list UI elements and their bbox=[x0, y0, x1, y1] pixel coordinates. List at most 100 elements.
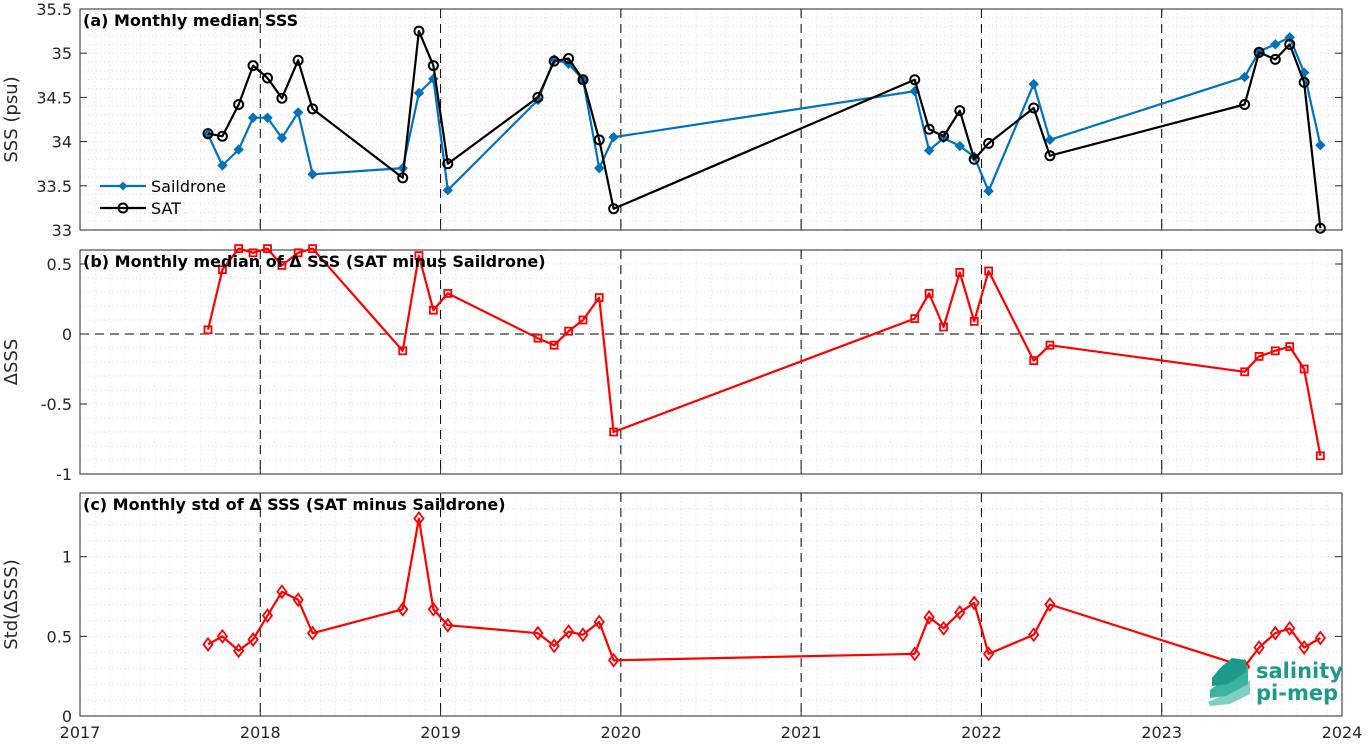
data-point bbox=[292, 107, 304, 118]
data-point bbox=[1315, 139, 1326, 151]
data-point bbox=[909, 646, 921, 662]
data-point bbox=[1298, 76, 1310, 88]
data-point bbox=[1044, 134, 1056, 146]
data-point bbox=[1315, 451, 1325, 461]
y-tick-label: 0.5 bbox=[47, 255, 72, 274]
data-point bbox=[247, 632, 259, 648]
y-tick-label: 34 bbox=[52, 133, 72, 152]
y-tick-label: -0.5 bbox=[41, 395, 72, 414]
panel-title: (b) Monthly median of Δ SSS (SAT minus S… bbox=[83, 252, 546, 271]
data-point bbox=[427, 60, 439, 72]
data-point bbox=[233, 643, 245, 659]
data-point bbox=[1298, 640, 1310, 656]
x-tick-label: 2020 bbox=[600, 723, 641, 742]
data-point bbox=[1314, 630, 1326, 646]
data-point bbox=[1028, 78, 1039, 90]
data-point bbox=[1253, 46, 1265, 58]
x-tick-label: 2023 bbox=[1141, 723, 1182, 742]
data-point bbox=[1044, 597, 1056, 612]
y-tick-label: 1 bbox=[62, 548, 72, 567]
x-tick-label: 2017 bbox=[60, 723, 101, 742]
data-point bbox=[277, 260, 287, 270]
data-point bbox=[1284, 38, 1296, 50]
axes-box bbox=[79, 8, 1343, 231]
legend-label: Saildrone bbox=[151, 177, 226, 196]
y-tick-label: 0 bbox=[62, 707, 72, 726]
data-point bbox=[1314, 222, 1326, 234]
x-tick-label: 2021 bbox=[781, 723, 822, 742]
data-point bbox=[306, 625, 319, 641]
data-point bbox=[1270, 39, 1281, 50]
data-point bbox=[938, 130, 950, 142]
data-point bbox=[608, 652, 620, 668]
data-point bbox=[532, 625, 544, 641]
data-point bbox=[443, 288, 453, 298]
x-tick-label: 2018 bbox=[240, 723, 281, 742]
data-point bbox=[593, 134, 605, 146]
panel-title: (a) Monthly median SSS bbox=[83, 11, 298, 30]
data-point bbox=[533, 333, 543, 343]
data-point bbox=[609, 427, 619, 437]
data-point bbox=[955, 267, 965, 277]
data-point bbox=[442, 158, 454, 170]
data-point bbox=[954, 140, 966, 152]
axes-box bbox=[79, 249, 1343, 475]
data-point bbox=[608, 131, 619, 143]
data-point bbox=[1029, 356, 1039, 366]
data-point bbox=[549, 340, 559, 350]
legend-label: SAT bbox=[151, 199, 181, 218]
data-point bbox=[413, 87, 425, 99]
logo-line-1: salinity bbox=[1256, 659, 1343, 683]
data-point bbox=[247, 112, 259, 123]
data-point bbox=[307, 169, 318, 180]
data-point bbox=[261, 608, 274, 624]
data-point bbox=[292, 592, 304, 608]
x-tick-label: 2024 bbox=[1322, 723, 1363, 742]
logo-line-2: pi-mep bbox=[1256, 681, 1338, 705]
data-point bbox=[442, 617, 454, 633]
data-point bbox=[577, 627, 589, 643]
y-axis-label: SSS (psu) bbox=[1, 76, 22, 162]
data-point bbox=[216, 130, 228, 142]
x-tick-label: 2019 bbox=[420, 723, 461, 742]
data-point bbox=[909, 74, 921, 86]
y-tick-label: -1 bbox=[56, 465, 72, 484]
panel-a-sss: 33 33.5 34 34.5 35 35.5 SSS (psu) (a) Monthly m… bbox=[1, 0, 1343, 240]
y-tick-label: 35.5 bbox=[36, 0, 72, 19]
data-point bbox=[397, 172, 409, 184]
data-point bbox=[969, 316, 979, 326]
data-point bbox=[1028, 627, 1040, 643]
legend-marker bbox=[118, 181, 128, 191]
data-point bbox=[1240, 367, 1250, 377]
data-point bbox=[562, 624, 575, 640]
y-axis-label: ΔSSS bbox=[1, 339, 22, 386]
data-point bbox=[937, 620, 950, 636]
data-point bbox=[1269, 53, 1281, 65]
legend-marker bbox=[117, 202, 129, 214]
data-point bbox=[217, 160, 228, 171]
y-tick-label: 0.5 bbox=[47, 627, 72, 646]
data-point bbox=[247, 60, 259, 72]
data-point bbox=[968, 595, 980, 611]
y-tick-label: 33.5 bbox=[36, 177, 72, 196]
data-point bbox=[397, 601, 409, 617]
data-point bbox=[234, 244, 244, 254]
data-point bbox=[218, 265, 227, 275]
data-point bbox=[292, 54, 304, 66]
data-point bbox=[563, 53, 575, 65]
data-point bbox=[276, 584, 288, 600]
data-point bbox=[923, 145, 935, 156]
data-point bbox=[983, 137, 995, 149]
y-tick-label: 34.5 bbox=[36, 88, 72, 107]
data-point bbox=[983, 646, 995, 662]
data-point bbox=[954, 105, 966, 117]
data-point bbox=[548, 638, 560, 654]
data-point bbox=[202, 128, 214, 140]
data-point bbox=[413, 25, 425, 37]
data-point bbox=[1270, 346, 1280, 356]
panel-c-std-delta-sss: 0 0.5 1 2017 2018 2019 2020 2021 2022 2023 2024 Std… bbox=[1, 492, 1363, 742]
data-point bbox=[1299, 364, 1309, 374]
data-point bbox=[261, 72, 273, 84]
data-point bbox=[276, 92, 288, 104]
